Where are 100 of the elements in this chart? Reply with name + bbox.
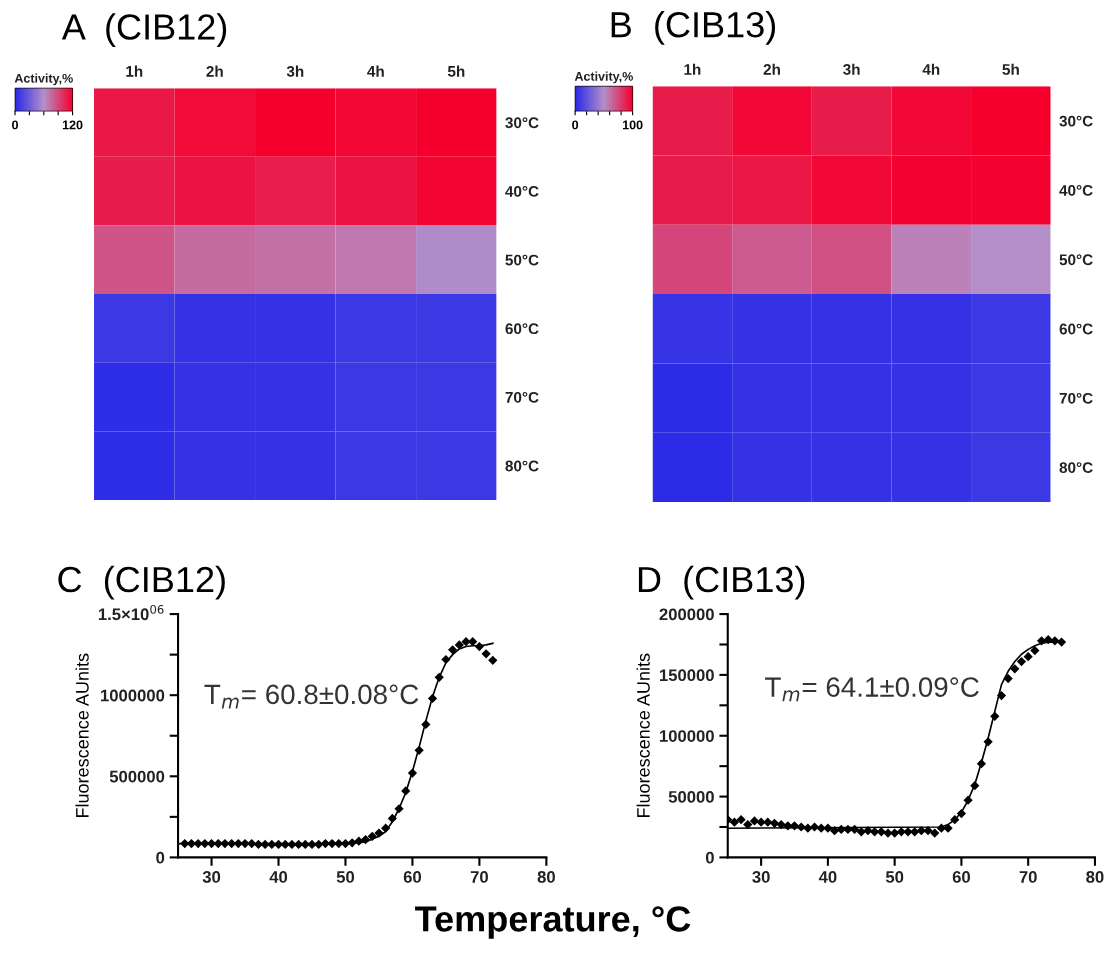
color-bar-title: Activity,%	[14, 73, 73, 86]
point	[816, 823, 826, 833]
point	[434, 672, 444, 682]
point	[414, 745, 424, 755]
x-tick-label: 60	[952, 871, 970, 883]
y-tick-label: 200000	[659, 608, 714, 621]
y-tick-label: 150000	[659, 669, 714, 682]
y-axis-title: Fluorescence AUnits	[636, 653, 650, 818]
point	[401, 786, 411, 796]
color-bar-label: 120	[62, 120, 83, 130]
x-tick-label: 40	[818, 871, 837, 883]
point	[1036, 636, 1047, 646]
point	[996, 690, 1007, 701]
point	[287, 839, 297, 850]
point	[488, 655, 498, 665]
y-axis-title: Fluorescence AUnits	[75, 653, 89, 818]
x-tick-label: 50	[885, 871, 904, 883]
color-bar-label: 0	[572, 120, 579, 130]
point	[943, 823, 953, 833]
chart-title: B (CIB13)	[611, 10, 776, 45]
y-tick-label: 1000000	[101, 689, 165, 702]
x-tick-label: 1h	[126, 65, 143, 77]
point	[421, 719, 431, 729]
y-tick-label: 80°C	[1059, 462, 1093, 474]
point	[468, 637, 478, 647]
y-tick-label: 500000	[109, 770, 165, 783]
point	[481, 649, 491, 659]
point	[367, 831, 377, 841]
x-tick-label: 70	[1019, 871, 1037, 883]
point	[1010, 664, 1020, 674]
y-tick-label: 70°C	[1059, 392, 1093, 404]
x-tick-label: 4h	[367, 65, 384, 77]
x-axis-title: Temperature, °C	[415, 906, 691, 939]
x-tick-label: 3h	[286, 65, 304, 77]
point	[856, 827, 866, 837]
x-tick-label: 1h	[684, 63, 701, 75]
y-tick-label: 30°C	[505, 117, 539, 129]
point	[387, 813, 397, 824]
x-tick-label: 4h	[922, 63, 940, 75]
point	[923, 826, 933, 836]
x-tick-label: 80	[1086, 871, 1104, 883]
point	[260, 839, 270, 850]
point	[896, 827, 906, 837]
point	[910, 827, 920, 837]
x-tick-label: 3h	[843, 63, 860, 75]
x-tick-label: 50	[336, 871, 355, 883]
point	[314, 839, 324, 850]
x-tick-label: 30	[752, 871, 770, 883]
point	[863, 826, 873, 836]
x-tick-label: 2h	[763, 63, 780, 75]
color-bar-label: 100	[622, 120, 643, 130]
point	[240, 839, 250, 849]
color-bar-label: 0	[12, 120, 19, 130]
point	[950, 815, 960, 825]
point	[749, 816, 760, 826]
x-tick-label: 80	[537, 871, 555, 883]
y-tick-label: 50°C	[505, 254, 539, 266]
point	[360, 834, 371, 845]
point	[1030, 645, 1040, 656]
x-tick-label: 5h	[447, 65, 465, 77]
y-tick-label: 60°C	[505, 323, 539, 335]
y-tick-label: 40°C	[505, 185, 539, 197]
point	[347, 838, 357, 848]
point	[796, 822, 806, 832]
point	[307, 839, 317, 850]
point	[327, 839, 337, 849]
x-tick-label: 40	[269, 871, 288, 883]
point	[743, 819, 753, 830]
point	[1003, 673, 1013, 684]
color-bar-title: Activity,%	[574, 71, 633, 84]
point	[454, 640, 464, 650]
point	[320, 839, 330, 849]
y-tick-label: 1.5×10$^{06}$	[98, 604, 164, 621]
point	[427, 693, 438, 704]
point	[890, 828, 900, 838]
point	[354, 836, 364, 846]
x-tick-label: 70	[470, 871, 488, 883]
point	[407, 768, 418, 778]
annotation: T$_{m}$= 60.8±0.08°C	[204, 684, 419, 709]
point	[763, 817, 773, 827]
y-tick-label: 50000	[668, 790, 714, 803]
point	[736, 815, 746, 825]
y-tick-label: 30°C	[1059, 115, 1093, 127]
point	[200, 839, 210, 849]
point	[394, 804, 404, 814]
point	[267, 839, 277, 850]
x-tick-label: 30	[202, 871, 221, 883]
y-tick-label: 100000	[659, 730, 714, 742]
x-tick-label: 60	[403, 871, 422, 883]
chart-title: C (CIB12)	[58, 565, 225, 600]
point	[990, 711, 1000, 721]
point	[374, 828, 384, 838]
point	[809, 822, 820, 832]
point	[783, 821, 793, 831]
y-tick-label: 80°C	[505, 460, 539, 472]
x-tick-label: 2h	[206, 65, 223, 77]
x-tick-label: 5h	[1002, 63, 1019, 75]
y-tick-label: 40°C	[1059, 185, 1093, 196]
point	[474, 641, 485, 652]
annotation: T$_{m}$= 64.1±0.09°C	[765, 677, 979, 702]
